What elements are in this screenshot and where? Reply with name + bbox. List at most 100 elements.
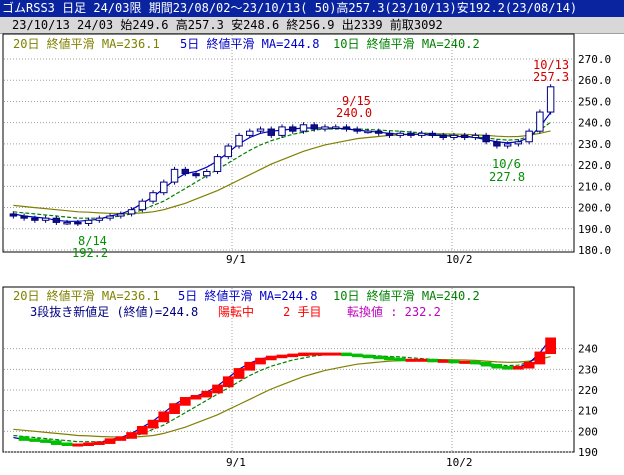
- brick-up: [190, 394, 202, 400]
- candle-up: [117, 213, 125, 217]
- candle-down: [289, 126, 297, 132]
- candle-up: [106, 215, 114, 219]
- candle-down: [428, 132, 437, 136]
- brick-up: [298, 352, 309, 357]
- brick-up: [330, 352, 342, 356]
- annotation-high-date: 10/13: [533, 58, 569, 72]
- tlb-x-tick-label: 10/2: [446, 456, 473, 469]
- annotation-low-date: 8/14: [78, 234, 107, 248]
- price-y-tick-label: 270.0: [578, 53, 611, 66]
- brick-down: [362, 354, 374, 359]
- brick-up: [255, 357, 266, 365]
- tlb-x-tick-label: 9/1: [226, 456, 246, 469]
- brick-down: [61, 442, 73, 447]
- candle-up: [299, 124, 308, 132]
- candle-up: [503, 143, 512, 147]
- tlb-y-tick-label: 220: [578, 384, 598, 397]
- candlesticks: [9, 84, 555, 227]
- brick-up: [115, 436, 127, 441]
- legend-ma20: 20日 終値平滑 MA=236.1: [13, 36, 160, 51]
- candle-down: [482, 134, 490, 143]
- brick-up: [169, 403, 180, 414]
- brick-down: [502, 366, 514, 370]
- chart-title: ゴムRSS3 日足 24/03限 期間23/08/02～23/10/13( 50…: [2, 1, 578, 15]
- candle-down: [342, 126, 351, 130]
- brick-down: [341, 352, 352, 357]
- brick-down: [351, 353, 363, 358]
- annotation-trough-value: 227.8: [489, 170, 525, 184]
- brick-up: [222, 376, 234, 388]
- brick-up: [244, 361, 256, 371]
- brick-down: [427, 358, 438, 363]
- brick-up: [136, 425, 148, 435]
- candle-up: [138, 200, 147, 211]
- brick-down: [18, 436, 30, 441]
- price-y-tick-label: 200.0: [578, 202, 611, 215]
- candle-down: [439, 134, 447, 139]
- tlb-y-tick-label: 240: [578, 343, 598, 356]
- tlb-y-tick-label: 210: [578, 405, 598, 418]
- brick-down: [50, 440, 62, 445]
- tlb-conversion-value: 転換値 : 232.2: [347, 304, 441, 319]
- candle-down: [74, 221, 82, 225]
- annotation-high-value: 257.3: [533, 70, 569, 84]
- candle-up: [546, 86, 555, 113]
- brick-up: [265, 355, 277, 361]
- candle-up: [332, 126, 340, 129]
- price-y-tick-label: 250.0: [578, 95, 611, 108]
- candle-up: [203, 170, 211, 177]
- candle-up: [278, 126, 286, 136]
- candle-down: [20, 215, 28, 219]
- legend-ma5: 5日 終値平滑 MA=244.8: [180, 36, 319, 51]
- brick-up: [545, 337, 556, 355]
- ohlc-info: 23/10/13 24/03 始249.6 高257.3 安248.6 終256…: [12, 18, 443, 32]
- brick-down: [470, 360, 481, 365]
- candle-up: [84, 219, 93, 224]
- candle-down: [374, 130, 383, 134]
- price-y-tick-label: 210.0: [578, 180, 611, 193]
- brick-up: [308, 352, 320, 356]
- candle-up: [170, 168, 179, 183]
- chart-title-bar: ゴムRSS3 日足 24/03限 期間23/08/02～23/10/13( 50…: [0, 0, 624, 17]
- candle-down: [52, 217, 61, 223]
- candle-up: [224, 145, 232, 158]
- brick-down: [373, 355, 385, 360]
- candle-up: [246, 130, 254, 136]
- candle-up: [256, 128, 265, 132]
- candle-up: [321, 126, 329, 130]
- annotation-low-value: 192.2: [72, 246, 108, 260]
- brick-up: [459, 360, 471, 364]
- price-y-tick-label: 260.0: [578, 74, 611, 87]
- tlb-y-tick-label: 200: [578, 425, 598, 438]
- brick-down: [384, 356, 395, 361]
- candle-up: [525, 130, 533, 143]
- candle-up: [149, 192, 157, 202]
- price-y-tick-label: 230.0: [578, 138, 611, 151]
- candle-down: [407, 132, 415, 136]
- brick-down: [394, 357, 406, 362]
- tlb-bricks: [18, 337, 556, 447]
- brick-up: [126, 432, 137, 439]
- candle-down: [9, 213, 18, 217]
- tlb-y-tick-label: 190: [578, 446, 598, 459]
- tlb-turn-status: 陽転中: [218, 304, 254, 319]
- candle-up: [536, 111, 544, 132]
- brick-up: [233, 368, 245, 379]
- price-y-tick-label: 220.0: [578, 159, 611, 172]
- price-panel: [2, 33, 575, 253]
- tlb-y-tick-label: 230: [578, 363, 598, 376]
- candle-up: [450, 134, 458, 139]
- brick-up: [437, 359, 449, 363]
- brick-up: [83, 442, 94, 447]
- brick-up: [319, 352, 331, 356]
- annotation-trough-date: 10/6: [492, 157, 521, 171]
- tlb-label: 3段抜き新値足 (終値)=244.8: [30, 304, 198, 319]
- legend-bottom-ma10: 10日 終値平滑 MA=240.2: [333, 288, 480, 303]
- brick-down: [448, 359, 460, 364]
- candle-down: [385, 132, 394, 136]
- tlb-y-axis: 190 200 210 220 230 240: [578, 343, 598, 459]
- brick-down: [29, 438, 41, 442]
- brick-down: [480, 361, 492, 367]
- legend-bottom-ma20: 20日 終値平滑 MA=236.1: [13, 288, 160, 303]
- tlb-x-axis: 9/1 10/2: [226, 456, 473, 469]
